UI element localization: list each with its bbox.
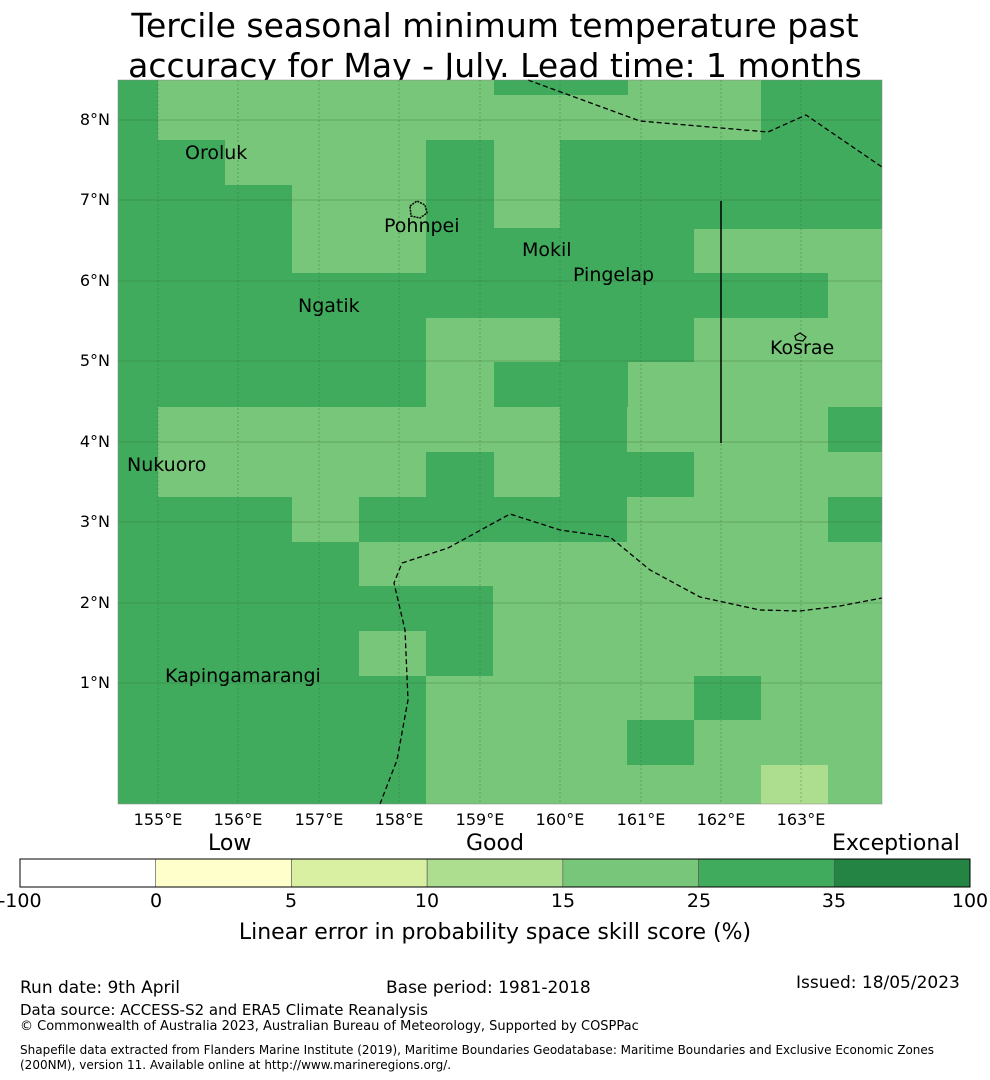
skill-cell <box>494 228 560 318</box>
place-label-kosrae: Kosrae <box>770 337 835 359</box>
skill-cell <box>694 676 761 720</box>
skill-cell <box>627 720 694 765</box>
skill-cell <box>828 497 882 542</box>
lon-label-160e: 160°E <box>535 810 585 829</box>
lat-label-6n: 6°N <box>79 271 110 290</box>
skill-cell <box>426 452 494 497</box>
lat-label-1n: 1°N <box>79 673 110 692</box>
colorbar-tick-35: 35 <box>821 890 847 912</box>
place-label-pingelap: Pingelap <box>573 264 655 286</box>
skill-cell <box>426 631 493 676</box>
colorbar-segment <box>155 858 292 888</box>
skill-cell <box>292 542 359 804</box>
colorbar-segment <box>833 858 971 888</box>
copyright: © Commonwealth of Australia 2023, Austra… <box>20 1019 639 1034</box>
colorbar-label: Linear error in probability space skill … <box>238 920 752 945</box>
lon-label-162e: 162°E <box>696 810 746 829</box>
skill-cell <box>158 185 292 305</box>
pohnpei-island <box>409 200 428 219</box>
colorbar-frame <box>19 858 971 888</box>
skill-cell <box>359 586 493 631</box>
skill-cell <box>359 631 426 676</box>
colorbar-tick-minus100: -100 <box>0 890 42 912</box>
colorbar-tick-15: 15 <box>550 890 576 912</box>
skill-cell <box>494 362 628 407</box>
lat-label-2n: 2°N <box>79 593 110 612</box>
eez-boundary-north <box>527 79 883 168</box>
eez-boundary-south <box>379 513 883 805</box>
colorbar-segment <box>562 858 699 888</box>
colorbar-segment <box>426 858 564 888</box>
colorbar-segment <box>19 858 157 888</box>
skill-cell <box>292 273 426 305</box>
shapefile-credit-2: (200NM), version 11. Available online at… <box>20 1058 452 1072</box>
skill-cell <box>426 140 494 318</box>
run-date: Run date: 9th April <box>20 978 180 998</box>
skill-cell <box>828 407 882 452</box>
graticule <box>118 80 882 804</box>
lat-label-3n: 3°N <box>79 512 110 531</box>
skill-cell <box>761 765 828 804</box>
place-label-kapingamarangi: Kapingamarangi <box>165 665 321 687</box>
base-period: Base period: 1981-2018 <box>386 978 591 998</box>
colorbar-segment <box>698 858 835 888</box>
skill-cell <box>359 676 426 804</box>
colorbar-tick-25: 25 <box>686 890 712 912</box>
skill-cell <box>694 273 828 318</box>
lon-label-158e: 158°E <box>374 810 424 829</box>
data-source: Data source: ACCESS-S2 and ERA5 Climate … <box>20 1001 428 1019</box>
kosrae-island <box>794 332 807 342</box>
colorbar-tick-10: 10 <box>414 890 440 912</box>
lon-label-161e: 161°E <box>616 810 666 829</box>
place-label-oroluk: Oroluk <box>185 142 248 164</box>
skill-cell <box>158 305 426 407</box>
lon-label-159e: 159°E <box>455 810 505 829</box>
skill-cell <box>494 80 628 95</box>
skill-cell <box>158 140 225 185</box>
title-line-1: Tercile seasonal minimum temperature pas… <box>131 6 859 45</box>
lat-label-5n: 5°N <box>79 351 110 370</box>
title-line-2: accuracy for May - July. Lead time: 1 mo… <box>128 46 862 85</box>
skill-cell <box>560 229 694 362</box>
lat-label-4n: 4°N <box>79 432 110 451</box>
place-label-nukuoro: Nukuoro <box>127 454 207 476</box>
issued-date: Issued: 18/05/2023 <box>796 973 960 993</box>
lon-label-156e: 156°E <box>213 810 263 829</box>
skill-cell <box>761 80 882 140</box>
skill-cell <box>158 497 292 804</box>
skill-cell <box>560 407 627 497</box>
colorbar-tick-100: 100 <box>951 890 989 912</box>
colorbar-tick-5: 5 <box>284 890 298 912</box>
place-label-ngatik: Ngatik <box>298 295 360 317</box>
lat-label-8n: 8°N <box>79 110 110 129</box>
lon-label-157e: 157°E <box>294 810 344 829</box>
colorbar-segment <box>291 858 428 888</box>
place-label-mokil: Mokil <box>522 239 572 261</box>
colorbar-tick-0: 0 <box>149 890 163 912</box>
map-features <box>379 79 883 805</box>
colorbar-segments <box>19 858 971 888</box>
shapefile-credit-1: Shapefile data extracted from Flanders M… <box>20 1043 935 1057</box>
skill-cell <box>694 229 761 273</box>
lon-label-155e: 155°E <box>133 810 183 829</box>
category-low: Low <box>208 831 252 856</box>
skill-cell <box>627 452 694 497</box>
category-exceptional: Exceptional <box>832 831 960 856</box>
place-label-pohnpei: Pohnpei <box>384 215 460 237</box>
map-title: Tercile seasonal minimum temperature pas… <box>0 6 990 86</box>
map-frame <box>117 79 883 805</box>
lon-label-163e: 163°E <box>776 810 826 829</box>
lat-label-7n: 7°N <box>79 190 110 209</box>
skill-cell <box>359 497 627 542</box>
category-good: Good <box>466 831 524 856</box>
